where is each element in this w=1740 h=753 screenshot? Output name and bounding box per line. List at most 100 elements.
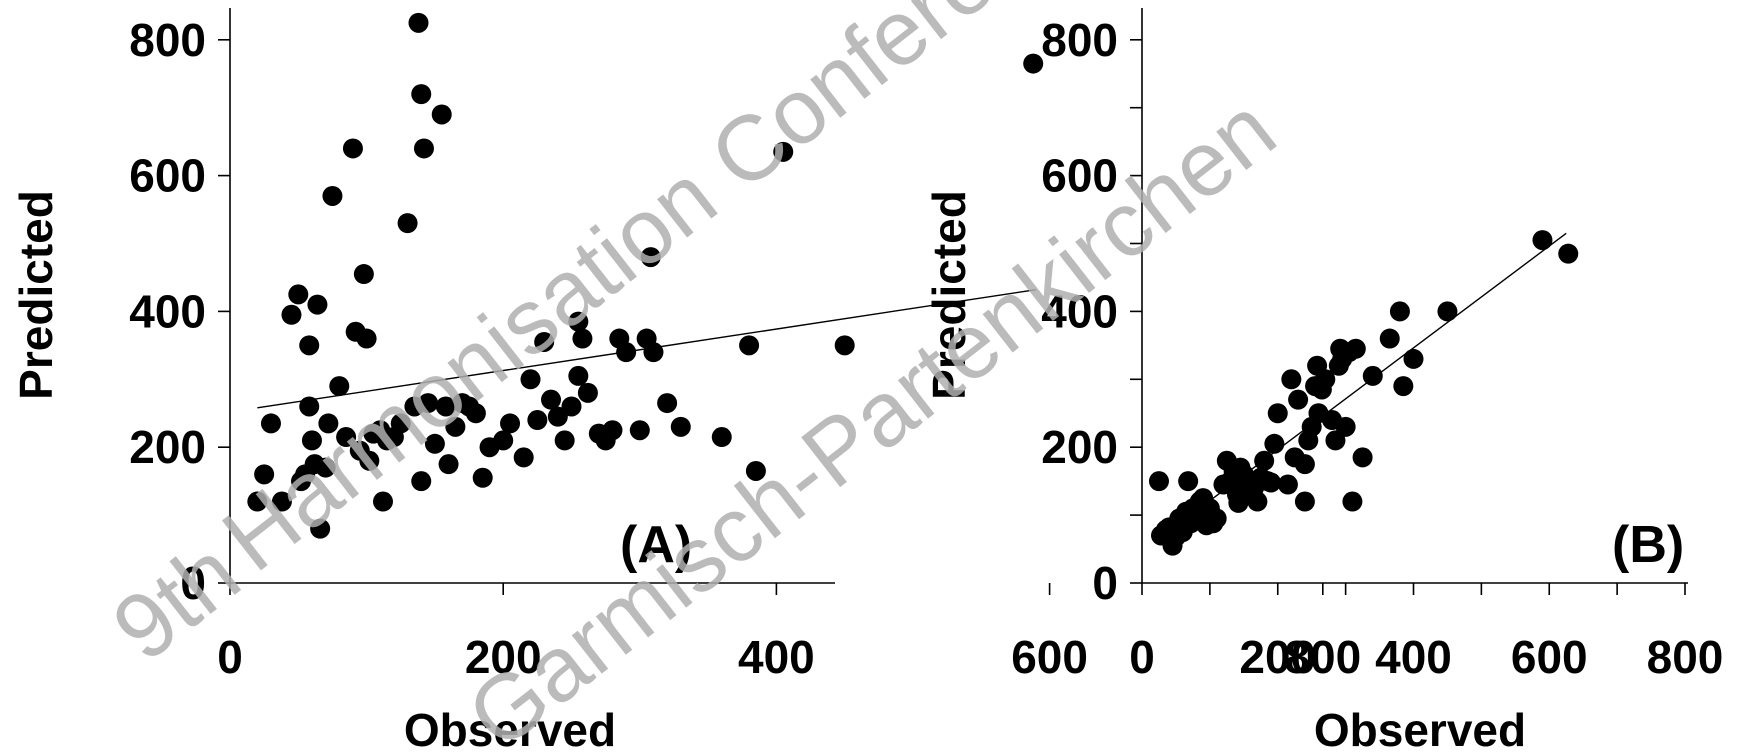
data-point — [629, 420, 650, 441]
data-point — [577, 382, 598, 403]
panel-b-scatter-plot: 0 200 400 600 800 0 200 400 600 800 Observed Predic… — [923, 8, 1723, 753]
data-point — [329, 376, 350, 397]
data-point — [568, 365, 589, 386]
data-point — [773, 141, 794, 162]
data-point — [1178, 471, 1199, 492]
data-point — [411, 84, 432, 105]
data-point — [739, 335, 760, 356]
data-point — [260, 413, 281, 434]
data-point — [527, 410, 548, 431]
data-point — [1254, 450, 1275, 471]
data-point — [353, 264, 374, 285]
data-point — [1352, 447, 1373, 468]
data-point — [1403, 348, 1424, 369]
data-point — [413, 138, 434, 159]
data-point — [547, 406, 568, 427]
data-point — [513, 447, 534, 468]
data-point — [424, 433, 445, 454]
data-point — [397, 213, 418, 234]
data-point — [1335, 416, 1356, 437]
data-point — [299, 396, 320, 417]
data-point — [438, 454, 459, 475]
data-point — [1558, 243, 1579, 264]
x-tick-label: 600 — [1511, 631, 1588, 683]
y-tick-label: 0 — [1092, 557, 1118, 609]
data-point — [1247, 491, 1268, 512]
data-point — [568, 311, 589, 332]
data-point — [1260, 472, 1281, 493]
data-point — [520, 369, 541, 390]
data-point — [1325, 430, 1346, 451]
data-point — [301, 430, 322, 451]
x-tick-label: 0 — [217, 631, 243, 683]
data-point — [745, 460, 766, 481]
data-point — [1288, 389, 1309, 410]
data-point — [1393, 376, 1414, 397]
x-tick-label: 200 — [465, 631, 542, 683]
panel-label: (A) — [620, 516, 692, 574]
data-point — [411, 471, 432, 492]
data-point — [1148, 471, 1169, 492]
panel-label: (B) — [1612, 516, 1684, 574]
data-point — [418, 393, 439, 414]
y-tick-label: 200 — [129, 421, 206, 473]
data-point — [247, 491, 268, 512]
data-point — [1281, 369, 1302, 390]
data-point — [359, 450, 380, 471]
panel-a-scatter-plot: 0 200 400 600 800 0 200 400 600 800 Observed Predic… — [10, 8, 1361, 753]
data-point — [1294, 491, 1315, 512]
y-tick-label: 400 — [129, 285, 206, 337]
y-axis-title: Predicted — [923, 190, 975, 400]
data-point — [643, 342, 664, 363]
data-point — [602, 420, 623, 441]
y-tick-label: 200 — [1041, 421, 1118, 473]
watermark: 9th Harmonisation Conference Garmisch-Pa… — [95, 0, 1294, 753]
data-point — [254, 464, 275, 485]
data-point — [318, 413, 339, 434]
data-point — [315, 457, 336, 478]
data-point — [322, 185, 343, 206]
data-point — [431, 104, 452, 125]
data-point — [1267, 403, 1288, 424]
data-point — [1206, 508, 1227, 529]
data-point — [640, 247, 661, 268]
x-tick-label: 600 — [1011, 631, 1088, 683]
data-point — [372, 491, 393, 512]
data-point — [1379, 328, 1400, 349]
data-point — [307, 294, 328, 315]
data-point — [435, 396, 456, 417]
data-point — [834, 335, 855, 356]
data-point — [572, 328, 593, 349]
data-point — [465, 403, 486, 424]
x-tick-label: 200 — [1239, 631, 1316, 683]
x-tick-label: 800 — [1647, 631, 1724, 683]
data-point — [534, 331, 555, 352]
data-point — [1264, 433, 1285, 454]
x-axis-title: Observed — [1314, 704, 1526, 753]
data-point — [408, 12, 429, 33]
data-point — [616, 342, 637, 363]
y-tick-label: 800 — [1041, 14, 1118, 66]
data-point — [670, 416, 691, 437]
y-axis-title: Predicted — [10, 190, 62, 400]
data-point — [541, 389, 562, 410]
x-tick-label: 400 — [1375, 631, 1452, 683]
y-tick-label: 0 — [180, 557, 206, 609]
data-point — [1023, 53, 1044, 74]
data-point — [310, 518, 331, 539]
watermark-line-2: Garmisch-Partenkirchen — [450, 78, 1294, 753]
data-point — [288, 284, 309, 305]
data-point — [657, 393, 678, 414]
y-tick-label: 800 — [129, 14, 206, 66]
data-point — [1315, 369, 1336, 390]
data-point — [554, 430, 575, 451]
data-point — [356, 328, 377, 349]
data-point — [1294, 454, 1315, 475]
data-point — [472, 467, 493, 488]
data-point — [271, 491, 292, 512]
data-point — [1389, 301, 1410, 322]
data-point — [390, 413, 411, 434]
data-point — [1345, 338, 1366, 359]
x-tick-label: 400 — [738, 631, 815, 683]
